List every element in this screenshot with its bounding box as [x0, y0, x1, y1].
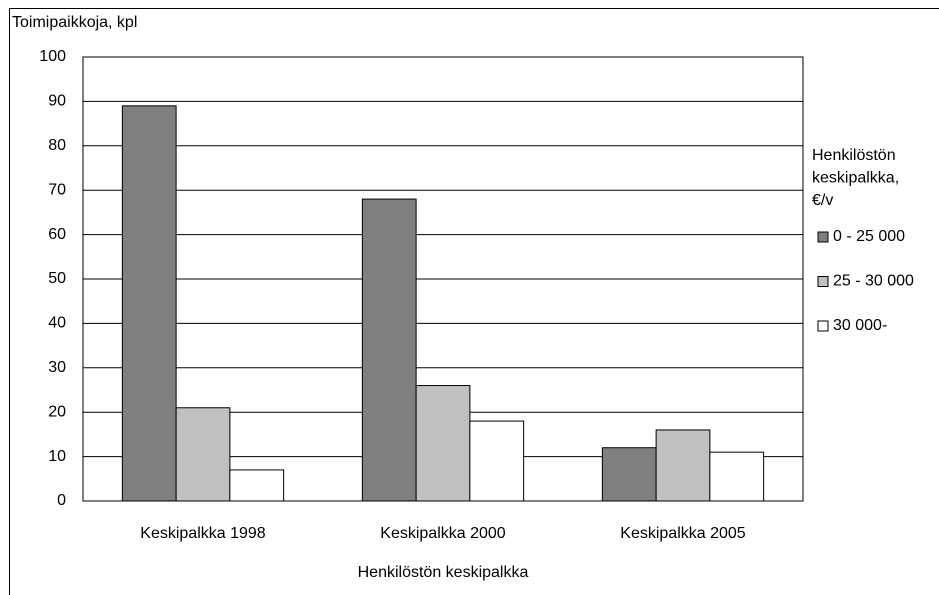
bar: [709, 451, 765, 502]
bar: [415, 385, 471, 502]
legend-label: 25 - 30 000: [833, 273, 914, 290]
y-axis-label: Toimipaikkoja, kpl: [12, 14, 137, 31]
y-tick-label: 70: [48, 181, 66, 198]
legend-swatch: [817, 231, 829, 243]
y-tick-label: 0: [57, 492, 66, 509]
y-tick-label: 40: [48, 315, 66, 332]
y-tick-label: 100: [39, 48, 66, 65]
legend-swatch: [817, 276, 829, 287]
bar: [121, 105, 177, 502]
bar: [175, 407, 231, 502]
y-tick-label: 30: [48, 359, 66, 376]
x-tick-label: Keskipalkka 2005: [620, 525, 746, 542]
legend-label: 30 000-: [833, 317, 887, 334]
legend-label: 0 - 25 000: [833, 228, 905, 245]
y-tick-label: 10: [48, 448, 66, 465]
y-tick-label: 80: [48, 137, 66, 154]
bar: [229, 469, 285, 502]
bar: [361, 198, 417, 502]
y-tick-label: 90: [48, 93, 66, 110]
bar: [601, 447, 657, 502]
x-tick-label: Keskipalkka 2000: [380, 525, 506, 542]
legend-title: €/v: [812, 192, 833, 209]
y-tick-label: 20: [48, 403, 66, 420]
legend-title: keskipalkka,: [812, 170, 899, 187]
bar: [469, 420, 525, 502]
x-axis-label: Henkilöstön keskipalkka: [358, 564, 529, 581]
legend-title: Henkilöstön: [812, 147, 896, 164]
y-tick-label: 60: [48, 226, 66, 243]
y-tick-label: 50: [48, 270, 66, 287]
x-tick-label: Keskipalkka 1998: [140, 525, 266, 542]
legend-swatch: [817, 320, 829, 332]
bar: [655, 429, 711, 502]
